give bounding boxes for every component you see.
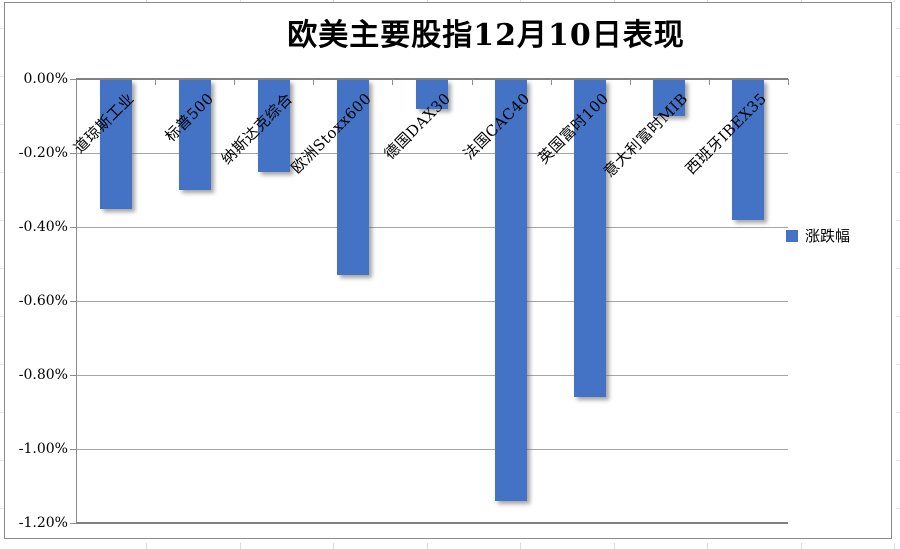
sheet-column-border xyxy=(239,0,241,2)
category-axis-tick xyxy=(471,79,473,85)
category-axis-tick xyxy=(708,79,710,85)
value-axis-tick xyxy=(70,375,76,376)
sheet-column-border xyxy=(146,543,147,549)
sheet-row-border xyxy=(896,76,900,77)
sheet-row-border xyxy=(0,364,4,365)
category-axis-tick xyxy=(788,79,789,85)
chart-bar xyxy=(416,80,448,109)
sheet-column-border xyxy=(426,543,428,549)
sheet-row-border xyxy=(896,172,900,173)
sheet-column-border xyxy=(333,0,334,2)
value-axis-tick-label: -0.60% xyxy=(18,293,68,309)
sheet-row-border xyxy=(896,124,900,125)
sheet-row-border xyxy=(0,124,4,125)
sheet-column-border xyxy=(426,0,428,2)
sheet-column-border xyxy=(146,0,147,2)
legend-label: 涨跌幅 xyxy=(805,227,851,245)
value-axis-tick-label: -1.20% xyxy=(18,515,68,531)
category-axis-tick xyxy=(392,79,394,85)
plot-bottom-border xyxy=(76,522,788,524)
sheet-row-border xyxy=(896,412,900,413)
category-axis-tick xyxy=(313,79,315,85)
sheet-column-border xyxy=(707,0,708,2)
sheet-row-border xyxy=(896,508,900,509)
sheet-row-border xyxy=(0,460,4,461)
sheet-row-border xyxy=(896,316,900,317)
sheet-row-border xyxy=(896,364,900,365)
sheet-column-border xyxy=(333,543,334,549)
chart-bar xyxy=(495,80,528,501)
value-axis-tick-label: 0.00% xyxy=(23,71,68,87)
sheet-column-border xyxy=(239,543,241,549)
chart-bar xyxy=(732,80,765,220)
sheet-row-border xyxy=(0,220,4,221)
sheet-row-border xyxy=(0,28,4,29)
gridline xyxy=(77,227,788,228)
category-axis-line xyxy=(76,78,788,80)
value-axis-tick-label: -0.40% xyxy=(18,219,68,235)
value-axis-tick xyxy=(70,153,76,154)
legend-swatch-icon xyxy=(786,230,798,242)
sheet-row-border xyxy=(896,460,900,461)
sheet-column-border xyxy=(520,0,521,2)
category-axis-tick xyxy=(76,79,77,85)
sheet-column-border xyxy=(613,0,615,2)
sheet-column-border xyxy=(520,543,521,549)
sheet-column-border xyxy=(800,0,802,2)
sheet-row-border xyxy=(896,268,900,269)
gridline xyxy=(77,153,788,154)
sheet-column-border xyxy=(613,543,615,549)
value-axis-tick xyxy=(70,79,76,80)
sheet-row-border xyxy=(896,220,900,221)
value-axis-tick-label: -0.20% xyxy=(18,145,68,161)
value-axis-line xyxy=(76,79,77,523)
sheet-row-border xyxy=(0,268,4,269)
value-axis-tick xyxy=(70,301,76,302)
category-axis-tick xyxy=(629,79,631,85)
chart-bar xyxy=(99,80,132,209)
sheet-column-border xyxy=(894,0,895,2)
sheet-row-border xyxy=(0,316,4,317)
sheet-row-border xyxy=(896,28,900,29)
gridline xyxy=(77,449,788,450)
category-axis-tick xyxy=(155,79,157,85)
chart-bar xyxy=(574,80,607,398)
sheet-row-border xyxy=(0,76,4,77)
sheet-column-border xyxy=(800,543,802,549)
chart-bar xyxy=(653,80,686,116)
chart-bar xyxy=(336,80,369,276)
chart-bar xyxy=(178,80,211,190)
chart-bar xyxy=(257,80,290,172)
value-axis-tick-label: -1.00% xyxy=(18,441,68,457)
gridline xyxy=(77,375,788,376)
value-axis-tick-label: -0.80% xyxy=(18,367,68,383)
sheet-row-border xyxy=(0,412,4,413)
value-axis-tick xyxy=(70,523,76,524)
value-axis-tick xyxy=(70,449,76,450)
category-axis-tick xyxy=(234,79,236,85)
sheet-row-border xyxy=(0,172,4,173)
sheet-row-border xyxy=(0,508,4,509)
chart-title: 欧美主要股指12月10日表现 xyxy=(287,18,685,53)
category-axis-tick xyxy=(550,79,552,85)
gridline xyxy=(77,301,788,302)
sheet-column-border xyxy=(707,543,708,549)
value-axis-tick xyxy=(70,227,76,228)
sheet-column-border xyxy=(894,543,895,549)
legend: 涨跌幅 xyxy=(786,228,850,244)
